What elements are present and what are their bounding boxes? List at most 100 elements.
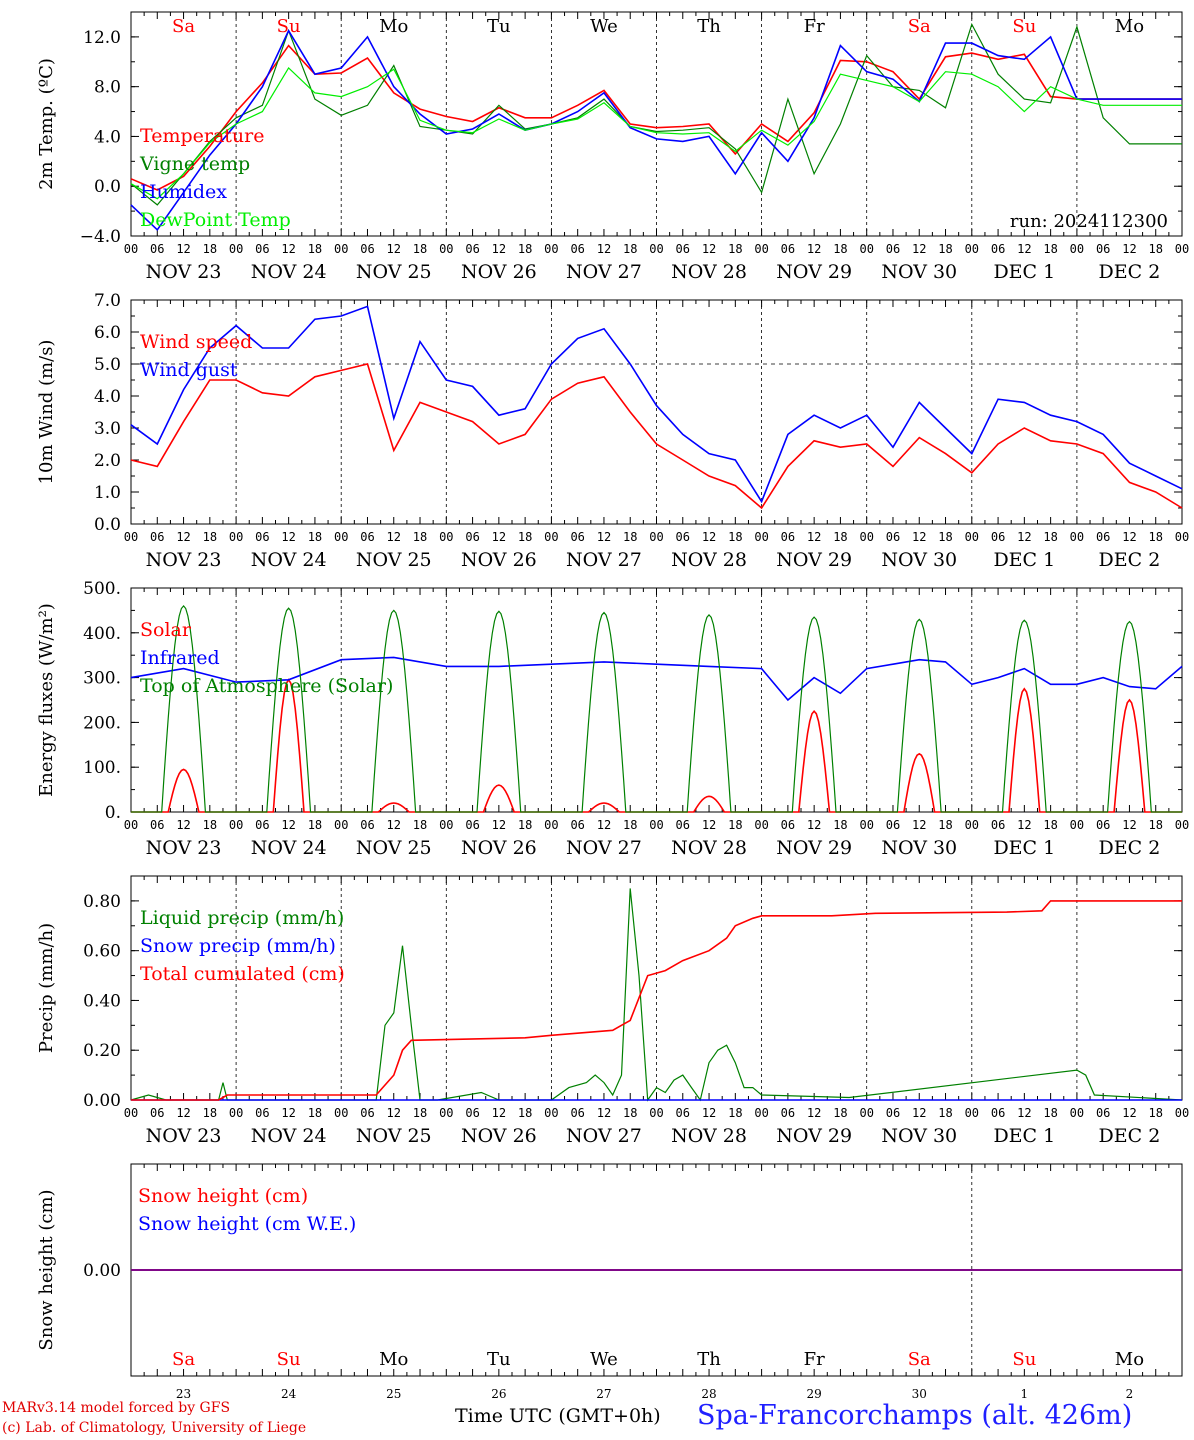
hour-label: 12: [1017, 818, 1031, 832]
y-tick-label: 3.0: [94, 419, 121, 439]
hour-label: 00: [1175, 242, 1189, 256]
hour-label: 12: [912, 818, 926, 832]
hour-label: 06: [886, 530, 900, 544]
hour-label: 18: [623, 818, 637, 832]
day-name: We: [590, 16, 618, 37]
hour-label: 00: [439, 530, 453, 544]
day-name: Su: [277, 1349, 301, 1370]
hour-label: 18: [203, 1106, 217, 1120]
hour-label: 06: [360, 530, 374, 544]
date-label: NOV 30: [881, 549, 957, 571]
legend-entry: Top of Atmosphere (Solar): [140, 675, 393, 697]
hour-label: 00: [544, 1106, 558, 1120]
hour-label: 06: [991, 242, 1005, 256]
hour-label: 00: [544, 818, 558, 832]
hour-label: 06: [781, 1106, 795, 1120]
day-number: 1: [1021, 1387, 1029, 1401]
legend-entry: Liquid precip (mm/h): [140, 907, 344, 929]
day-name: Sa: [908, 1349, 931, 1370]
hour-label: 12: [807, 242, 821, 256]
day-name: Sa: [908, 16, 931, 37]
legend-entry: Total cumulated (cm): [140, 963, 345, 985]
hour-label: 18: [833, 530, 847, 544]
panel-frame: [130, 299, 1183, 525]
hour-label: 12: [807, 1106, 821, 1120]
date-label: DEC 1: [993, 837, 1055, 859]
date-label: DEC 1: [993, 261, 1055, 283]
date-label: NOV 25: [356, 1125, 432, 1147]
hour-label: 06: [781, 818, 795, 832]
hour-label: 00: [334, 1106, 348, 1120]
hour-label: 00: [965, 530, 979, 544]
hour-label: 06: [150, 530, 164, 544]
hour-label: 00: [439, 1106, 453, 1120]
hour-label: 06: [991, 530, 1005, 544]
day-name: We: [590, 1349, 618, 1370]
legend-entry: Snow height (cm): [138, 1185, 308, 1207]
hour-label: 18: [938, 530, 952, 544]
hour-label: 06: [1096, 530, 1110, 544]
hour-label: 00: [124, 1106, 138, 1120]
hour-label: 06: [991, 818, 1005, 832]
date-label: NOV 28: [671, 1125, 747, 1147]
hour-label: 12: [281, 242, 295, 256]
hour-label: 12: [1122, 530, 1136, 544]
hour-label: 18: [623, 530, 637, 544]
date-label: NOV 27: [566, 549, 642, 571]
date-label: NOV 24: [251, 261, 327, 283]
date-label: NOV 25: [356, 261, 432, 283]
legend-entry: Humidex: [140, 181, 227, 203]
hour-label: 12: [176, 242, 190, 256]
date-label: NOV 28: [671, 837, 747, 859]
day-name: Fr: [804, 1349, 825, 1370]
hour-label: 18: [308, 242, 322, 256]
hour-label: 12: [912, 530, 926, 544]
day-number: 2: [1126, 1387, 1134, 1401]
date-label: DEC 2: [1099, 1125, 1161, 1147]
run-label: run: 2024112300: [1010, 211, 1168, 232]
date-label: NOV 26: [461, 261, 537, 283]
date-label: NOV 24: [251, 1125, 327, 1147]
date-label: NOV 28: [671, 261, 747, 283]
date-label: NOV 23: [146, 549, 222, 571]
hour-label: 18: [518, 1106, 532, 1120]
legend-entry: DewPoint Temp: [140, 209, 291, 231]
y-tick-label: 4.0: [94, 127, 121, 147]
hour-label: 18: [833, 242, 847, 256]
series-line: [131, 604, 1182, 813]
hour-label: 06: [676, 530, 690, 544]
day-name: Sa: [172, 1349, 195, 1370]
hour-label: 12: [807, 818, 821, 832]
y-tick-label: 0.80: [83, 892, 121, 912]
hour-label: 06: [570, 1106, 584, 1120]
hour-label: 12: [912, 1106, 926, 1120]
hour-label: 18: [728, 1106, 742, 1120]
hour-label: 18: [518, 818, 532, 832]
hour-label: 00: [649, 1106, 663, 1120]
hour-label: 12: [702, 818, 716, 832]
hour-label: 12: [281, 530, 295, 544]
y-tick-label: 200.: [83, 713, 121, 733]
legend-entry: Snow height (cm W.E.): [138, 1213, 356, 1235]
hour-label: 12: [1122, 1106, 1136, 1120]
hour-label: 18: [623, 1106, 637, 1120]
hour-label: 00: [334, 818, 348, 832]
hour-label: 00: [1175, 818, 1189, 832]
hour-label: 18: [728, 818, 742, 832]
hour-label: 18: [1148, 242, 1162, 256]
y-tick-label: −4.0: [80, 227, 121, 247]
hour-label: 06: [465, 1106, 479, 1120]
hour-label: 18: [833, 818, 847, 832]
hour-label: 12: [597, 1106, 611, 1120]
day-name: Fr: [804, 16, 825, 37]
day-name: Tu: [487, 1349, 511, 1370]
hour-label: 12: [492, 242, 506, 256]
hour-label: 00: [124, 242, 138, 256]
hour-label: 00: [544, 530, 558, 544]
y-tick-label: 0.0: [94, 515, 121, 535]
hour-label: 06: [1096, 818, 1110, 832]
hour-label: 00: [649, 530, 663, 544]
date-label: NOV 30: [881, 1125, 957, 1147]
hour-label: 12: [492, 818, 506, 832]
hour-label: 12: [387, 818, 401, 832]
